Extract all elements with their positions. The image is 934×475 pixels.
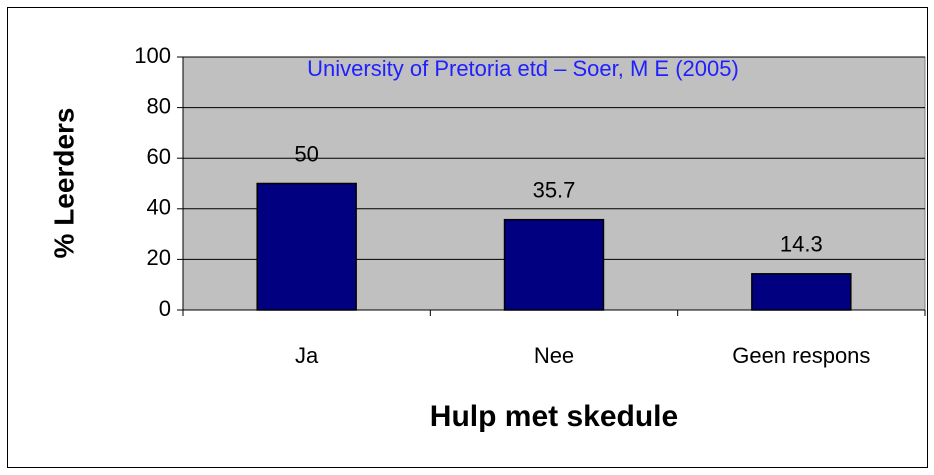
value-label: 14.3 <box>780 232 823 257</box>
bar <box>503 218 605 311</box>
y-tick-label: 20 <box>147 245 171 270</box>
value-label: 35.7 <box>533 177 576 202</box>
y-tick-label: 40 <box>147 195 171 220</box>
y-axis-title: % Leerders <box>48 108 79 259</box>
x-tick-label: Nee <box>534 343 574 368</box>
y-tick-label: 100 <box>134 43 171 68</box>
x-axis-title: Hulp met skedule <box>430 400 678 433</box>
y-tick-label: 80 <box>147 93 171 118</box>
bar <box>256 182 357 311</box>
value-label: 50 <box>294 141 318 166</box>
bar <box>751 273 852 311</box>
y-tick-label: 60 <box>147 144 171 169</box>
x-tick-label: Geen respons <box>732 343 870 368</box>
annotation: University of Pretoria etd – Soer, M E (… <box>307 56 739 81</box>
x-tick-label: Ja <box>295 343 319 368</box>
y-tick-label: 0 <box>159 296 171 321</box>
